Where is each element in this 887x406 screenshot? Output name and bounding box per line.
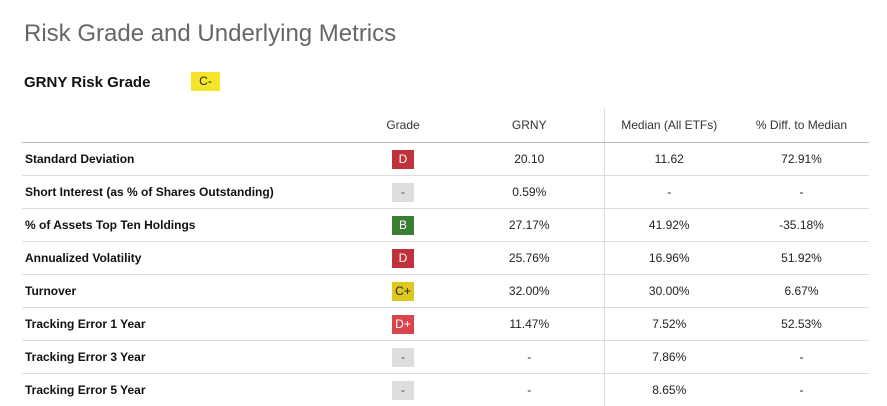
ticker-value: 25.76% (455, 242, 604, 275)
metric-name: Tracking Error 1 Year (22, 308, 351, 341)
ticker-value: 32.00% (455, 275, 604, 308)
table-header-row: Grade GRNY Median (All ETFs) % Diff. to … (22, 108, 869, 143)
table-row: Short Interest (as % of Shares Outstandi… (22, 176, 869, 209)
diff-to-median-value: -35.18% (734, 209, 869, 242)
header-metric (22, 108, 351, 143)
metric-grade-cell: - (351, 341, 455, 374)
metric-grade-cell: D+ (351, 308, 455, 341)
metric-grade-cell: C+ (351, 275, 455, 308)
table-row: Tracking Error 1 Year D+ 11.47%7.52%52.53% (22, 308, 869, 341)
ticker-value: - (455, 374, 604, 406)
median-value: - (604, 176, 734, 209)
diff-to-median-value: 52.53% (734, 308, 869, 341)
table-row: % of Assets Top Ten Holdings B 27.17%41.92… (22, 209, 869, 242)
grade-badge: C+ (392, 282, 414, 301)
ticker-value: 0.59% (455, 176, 604, 209)
median-value: 7.86% (604, 341, 734, 374)
grade-badge: - (392, 183, 414, 202)
diff-to-median-value: 72.91% (734, 143, 869, 176)
diff-to-median-value: - (734, 176, 869, 209)
ticker-value: 11.47% (455, 308, 604, 341)
risk-grade-header: GRNY Risk Grade (24, 72, 150, 92)
metric-grade-cell: - (351, 176, 455, 209)
metric-name: Short Interest (as % of Shares Outstandi… (22, 176, 351, 209)
metric-grade-cell: D (351, 242, 455, 275)
median-value: 7.52% (604, 308, 734, 341)
table-row: Tracking Error 3 Year--7.86%- (22, 341, 869, 374)
median-value: 41.92% (604, 209, 734, 242)
ticker-value: - (455, 341, 604, 374)
median-value: 30.00% (604, 275, 734, 308)
median-value: 16.96% (604, 242, 734, 275)
header-diff: % Diff. to Median (734, 108, 869, 143)
grade-badge: D (392, 150, 414, 169)
median-value: 8.65% (604, 374, 734, 406)
metric-name: Tracking Error 3 Year (22, 341, 351, 374)
metric-name: Standard Deviation (22, 143, 351, 176)
ticker-value: 27.17% (455, 209, 604, 242)
metric-grade-cell: - (351, 374, 455, 406)
header-ticker: GRNY (455, 108, 604, 143)
header-grade: Grade (351, 108, 455, 143)
diff-to-median-value: - (734, 341, 869, 374)
diff-to-median-value: 51.92% (734, 242, 869, 275)
metric-name: % of Assets Top Ten Holdings (22, 209, 351, 242)
metric-grade-cell: D (351, 143, 455, 176)
ticker-value: 20.10 (455, 143, 604, 176)
table-row: Tracking Error 5 Year--8.65%- (22, 374, 869, 406)
diff-to-median-value: - (734, 374, 869, 406)
page-title: Risk Grade and Underlying Metrics (24, 20, 396, 48)
metric-name: Annualized Volatility (22, 242, 351, 275)
table-row: Annualized Volatility D 25.76%16.96%51.92% (22, 242, 869, 275)
diff-to-median-value: 6.67% (734, 275, 869, 308)
metric-name: Tracking Error 5 Year (22, 374, 351, 406)
metric-name: Turnover (22, 275, 351, 308)
risk-grade-label: GRNY Risk Grade (24, 74, 150, 91)
header-median: Median (All ETFs) (604, 108, 734, 143)
grade-badge: D+ (392, 315, 414, 334)
risk-metrics-table: Grade GRNY Median (All ETFs) % Diff. to … (22, 108, 869, 406)
grade-badge: - (392, 381, 414, 400)
overall-risk-grade-badge: C- (191, 72, 220, 91)
median-value: 11.62 (604, 143, 734, 176)
grade-badge: - (392, 348, 414, 367)
table-row: Turnover C+ 32.00%30.00%6.67% (22, 275, 869, 308)
grade-badge: D (392, 249, 414, 268)
grade-badge: B (392, 216, 414, 235)
metric-grade-cell: B (351, 209, 455, 242)
